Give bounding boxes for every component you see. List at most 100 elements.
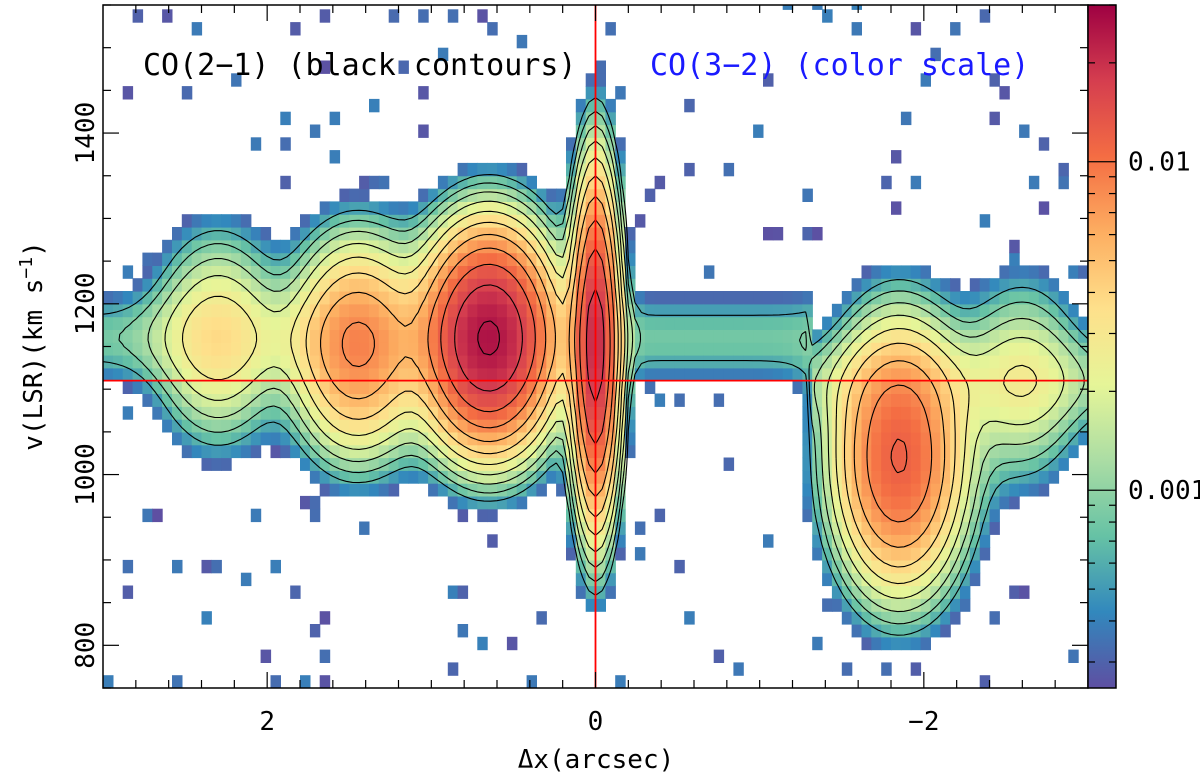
color-pixel	[615, 431, 626, 446]
color-pixel	[575, 98, 587, 113]
color-pixel	[1038, 278, 1050, 292]
color-pixel	[585, 495, 597, 510]
color-pixel	[960, 419, 971, 433]
color-pixel	[388, 316, 400, 330]
color-pixel	[280, 342, 291, 356]
color-pixel	[191, 355, 203, 369]
color-pixel	[378, 303, 390, 318]
color-pixel	[240, 444, 252, 459]
color-pixel	[467, 214, 478, 228]
color-pixel	[871, 547, 882, 561]
color-pixel	[221, 457, 232, 471]
color-pixel	[605, 22, 616, 36]
color-pixel	[861, 521, 872, 535]
color-pixel	[437, 431, 449, 446]
color-pixel	[477, 278, 488, 292]
color-pixel	[881, 419, 892, 433]
color-pixel	[979, 214, 991, 228]
color-pixel	[497, 162, 508, 177]
color-pixel	[280, 419, 291, 433]
color-pixel	[930, 611, 941, 625]
color-pixel	[841, 406, 853, 420]
color-pixel	[1038, 342, 1050, 356]
color-pixel	[319, 675, 331, 688]
color-pixel	[172, 431, 183, 446]
color-pixel	[585, 367, 597, 382]
color-pixel	[290, 380, 301, 394]
color-pixel	[999, 444, 1010, 459]
color-pixel	[871, 572, 882, 587]
color-pixel	[851, 419, 862, 433]
color-pixel	[467, 239, 478, 254]
color-pixel	[979, 393, 991, 407]
color-pixel	[969, 406, 981, 420]
color-pixel	[408, 444, 419, 459]
color-pixel	[575, 547, 587, 561]
color-pixel	[447, 227, 459, 241]
color-pixel	[378, 431, 390, 446]
color-pixel	[999, 483, 1010, 497]
color-pixel	[437, 342, 449, 356]
color-pixel	[497, 303, 508, 318]
color-pixel	[900, 265, 912, 279]
color-pixel	[329, 214, 341, 228]
color-pixel	[516, 483, 528, 497]
color-pixel	[497, 201, 508, 215]
color-pixel	[319, 380, 331, 394]
color-pixel	[487, 380, 498, 394]
color-pixel	[615, 278, 626, 292]
color-pixel	[201, 457, 212, 471]
color-pixel	[191, 342, 203, 356]
color-pixel	[575, 406, 587, 420]
color-pixel	[398, 201, 409, 215]
color-pixel	[319, 316, 331, 330]
color-pixel	[1038, 470, 1050, 484]
color-pixel	[812, 393, 823, 407]
color-pixel	[437, 188, 449, 202]
color-pixel	[162, 393, 173, 407]
color-pixel	[585, 214, 597, 228]
color-pixel	[930, 329, 941, 343]
color-pixel	[359, 201, 370, 215]
color-pixel	[487, 175, 498, 190]
color-pixel	[112, 329, 124, 343]
color-pixel	[477, 406, 488, 420]
color-pixel	[1009, 495, 1020, 510]
color-pixel	[428, 419, 439, 433]
color-pixel	[723, 303, 735, 318]
color-pixel	[634, 367, 646, 382]
color-pixel	[418, 342, 429, 356]
color-pixel	[920, 457, 931, 471]
color-pixel	[595, 60, 606, 74]
color-pixel	[1019, 483, 1030, 497]
color-pixel	[447, 175, 459, 190]
color-pixel	[369, 329, 380, 343]
y-tick-label: 1200	[71, 273, 101, 336]
color-pixel	[221, 406, 232, 420]
color-pixel	[595, 470, 606, 484]
color-pixel	[960, 495, 971, 510]
color-pixel	[585, 342, 597, 356]
color-pixel	[201, 559, 212, 574]
color-pixel	[142, 355, 153, 369]
color-pixel	[822, 547, 833, 561]
color-pixel	[763, 534, 774, 548]
color-pixel	[172, 227, 183, 241]
color-pixel	[309, 252, 321, 266]
color-pixel	[487, 508, 498, 523]
color-pixel	[388, 393, 400, 407]
color-pixel	[516, 470, 528, 484]
color-pixel	[694, 342, 705, 356]
color-pixel	[1048, 367, 1060, 382]
color-pixel	[1028, 342, 1040, 356]
y-axis-label-close: )	[19, 241, 49, 257]
color-pixel	[516, 291, 528, 305]
color-pixel	[162, 265, 173, 279]
color-pixel	[851, 355, 862, 369]
color-pixel	[339, 431, 350, 446]
color-pixel	[605, 239, 616, 254]
color-pixel	[506, 162, 518, 177]
color-pixel	[871, 303, 882, 318]
color-pixel	[851, 316, 862, 330]
color-pixel	[231, 278, 242, 292]
